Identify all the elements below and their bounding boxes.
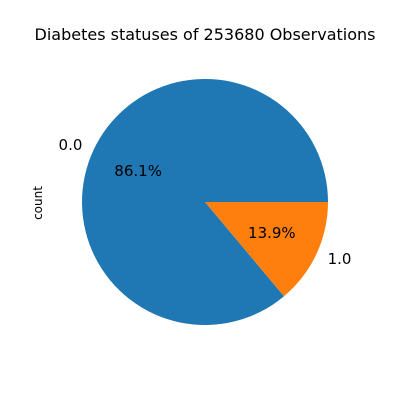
chart-title: Diabetes statuses of 253680 Observations	[35, 25, 376, 44]
slice-label-1-0: 1.0	[328, 250, 352, 268]
y-axis-label: count	[31, 186, 45, 220]
slice-percent-1-0: 13.9%	[248, 224, 296, 242]
slice-percent-0-0: 86.1%	[114, 162, 162, 180]
pie-slices	[82, 79, 328, 325]
slice-label-0-0: 0.0	[59, 136, 83, 154]
